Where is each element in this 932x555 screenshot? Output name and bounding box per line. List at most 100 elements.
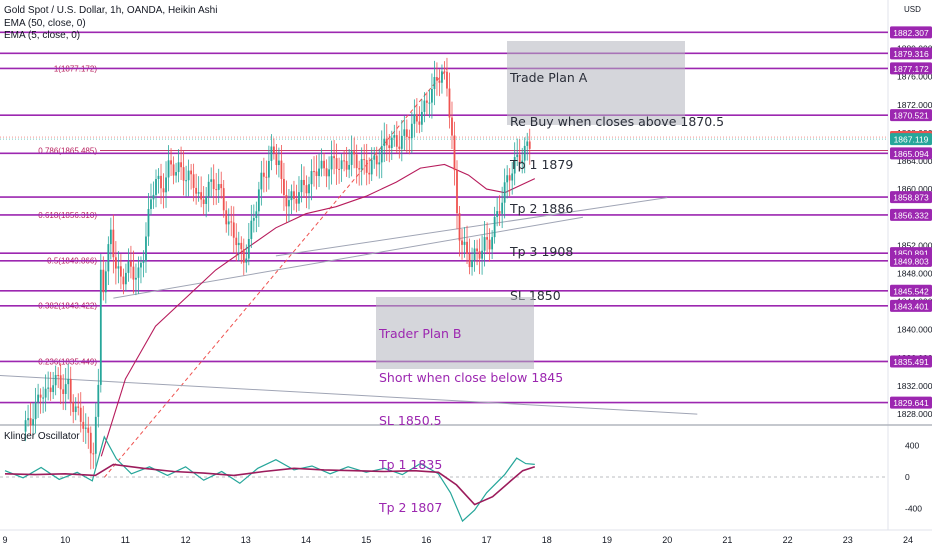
candle-body: [358, 168, 361, 170]
candle-body: [283, 178, 285, 196]
candle-body: [99, 269, 102, 385]
candle-body: [415, 114, 418, 122]
price-tag-label: 1867.119: [894, 135, 929, 145]
candle-body: [160, 175, 162, 189]
candle-body: [398, 146, 401, 149]
candle-body: [370, 159, 373, 175]
fib-level-label: 0.786(1865.485): [38, 147, 97, 156]
candle-body: [528, 141, 531, 149]
candle-body: [250, 220, 253, 239]
candle-body: [147, 209, 150, 237]
level-tag-label: 1850.891: [893, 249, 929, 259]
candle-body: [410, 123, 413, 139]
level-tag-label: 1858.873: [893, 193, 929, 203]
candle-body: [466, 241, 468, 254]
candle-body: [348, 164, 351, 170]
candle-body: [313, 171, 315, 173]
x-tick-label: 15: [361, 535, 371, 545]
candle-body: [385, 138, 388, 146]
trendline: [113, 216, 584, 299]
level-tag: [890, 109, 932, 122]
trade-plan-a-note[interactable]: Trade Plan A Re Buy when closes above 18…: [507, 41, 724, 302]
candle-body: [265, 176, 268, 178]
level-tag-label: 1877.172: [893, 64, 929, 74]
candle-body: [526, 141, 529, 146]
candle-body: [488, 239, 491, 250]
candle-body: [451, 117, 453, 136]
candle-body: [340, 160, 343, 169]
candle-body: [69, 378, 72, 403]
candle-body: [300, 179, 303, 193]
candle-body: [49, 387, 52, 393]
candle-body: [363, 159, 366, 161]
trade-plan-b-note[interactable]: Trader Plan B Short when close below 184…: [376, 297, 563, 515]
candle-body: [94, 416, 97, 454]
candle-body: [523, 145, 526, 161]
candle-body: [97, 384, 100, 417]
level-tag: [890, 299, 932, 312]
candle-body: [280, 160, 283, 179]
x-tick-label: 21: [722, 535, 732, 545]
candle-body: [365, 160, 368, 173]
candle-body: [471, 260, 473, 268]
candle-body: [413, 114, 416, 124]
level-tag: [890, 396, 932, 409]
candle-body: [513, 157, 516, 174]
ema50-line: [100, 163, 536, 457]
candle-body: [102, 269, 105, 293]
x-tick-label: 22: [783, 535, 793, 545]
x-tick-label: 24: [903, 535, 913, 545]
level-tag: [890, 62, 932, 75]
candle-body: [130, 261, 132, 267]
plan-b-tp1: Tp 1 1835: [379, 456, 443, 472]
candle-body: [305, 185, 308, 194]
candle-body: [52, 385, 55, 393]
candle-body: [215, 189, 218, 191]
x-tick-label: 12: [181, 535, 191, 545]
level-tag-label: 1845.542: [893, 286, 929, 296]
candle-body: [119, 266, 122, 277]
candle-body: [165, 177, 167, 193]
plan-a-entry: Re Buy when closes above 1870.5: [510, 113, 725, 129]
y-tick-label: 1848.000: [897, 269, 932, 279]
candle-body: [192, 174, 195, 188]
y-tick-label: 1852.000: [897, 240, 932, 250]
level-tag-label: 1879.316: [893, 49, 929, 59]
level-tag-label: 1865.094: [893, 149, 929, 159]
candle-body: [323, 160, 325, 169]
candle-body: [368, 172, 371, 175]
candle-body: [423, 100, 426, 112]
candle-body: [39, 394, 42, 398]
x-tick-label: 14: [301, 535, 311, 545]
candle-body: [388, 145, 391, 149]
candle-body: [463, 241, 466, 245]
candle-body: [255, 211, 258, 218]
candle-body: [24, 420, 27, 432]
candle-body: [405, 129, 408, 137]
x-tick-label: 10: [60, 535, 70, 545]
candle-body: [478, 251, 481, 259]
y-tick-label: 1872.000: [897, 100, 932, 110]
level-tag-label: 1843.401: [893, 301, 929, 311]
candle-body: [87, 427, 90, 433]
candle-body: [200, 192, 203, 200]
candle-body: [275, 153, 278, 166]
candle-body: [109, 229, 112, 245]
candle-body: [72, 402, 75, 413]
level-tag: [890, 254, 932, 267]
candle-body: [506, 175, 509, 183]
level-tag: [890, 47, 932, 60]
klinger-tick-label: -400: [905, 504, 922, 514]
y-tick-label: 1876.000: [897, 72, 932, 82]
candle-body: [446, 71, 448, 89]
candle-body: [288, 200, 290, 207]
candle-body: [74, 406, 77, 413]
candle-body: [152, 194, 155, 200]
candle-body: [32, 419, 34, 426]
candle-body: [54, 374, 57, 386]
x-tick-label: 13: [241, 535, 251, 545]
candle-body: [491, 237, 494, 250]
candle-body: [62, 389, 65, 394]
